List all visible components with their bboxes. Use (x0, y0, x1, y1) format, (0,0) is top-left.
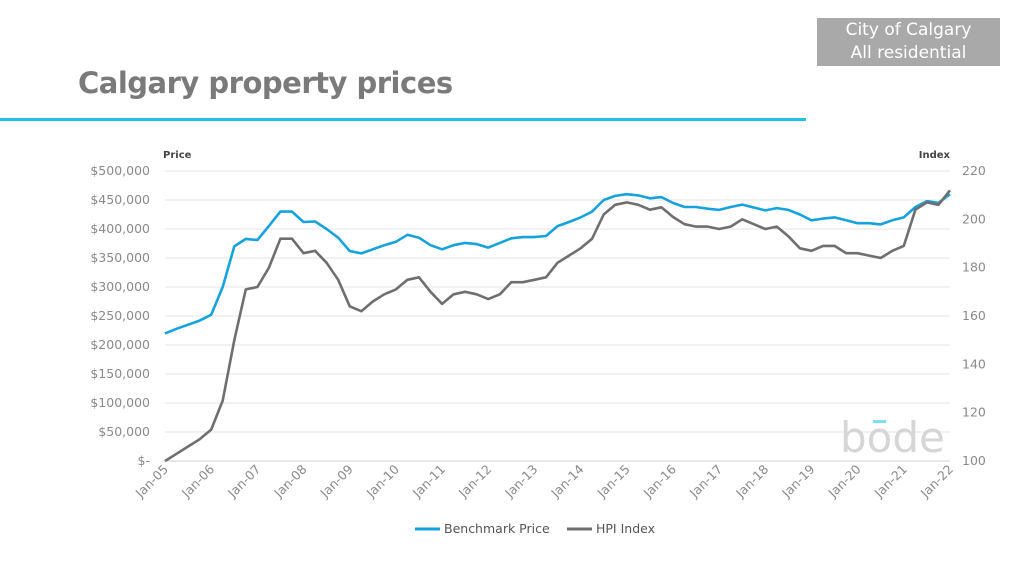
logo-text: bode (840, 413, 945, 462)
y-tick-label: $450,000 (90, 192, 150, 207)
y2-tick-label: 220 (962, 163, 986, 178)
y2-axis-title: Index (919, 150, 951, 161)
y-tick-label: $100,000 (90, 395, 150, 410)
series-line-hpi-index (164, 189, 952, 463)
x-tick-label: Jan-14 (547, 461, 586, 500)
legend-label-benchmark: Benchmark Price (444, 521, 550, 536)
y-tick-label: $250,000 (90, 308, 150, 323)
title-underline (0, 118, 806, 121)
y-tick-label: $500,000 (90, 163, 150, 178)
x-tick-label: Jan-16 (640, 461, 679, 500)
x-tick-label: Jan-10 (363, 461, 402, 500)
y2-tick-label: 200 (962, 211, 986, 226)
y2-tick-label: 180 (962, 260, 986, 275)
logo-accent (873, 420, 886, 423)
y2-tick-label: 140 (962, 356, 986, 371)
x-tick-label: Jan-09 (316, 461, 355, 500)
y2-tick-label: 100 (962, 453, 986, 468)
x-tick-label: Jan-15 (594, 462, 633, 501)
y-tick-label: $150,000 (90, 366, 150, 381)
x-tick-label: Jan-08 (270, 461, 309, 500)
y2-tick-label: 160 (962, 308, 986, 323)
y-tick-label: $350,000 (90, 250, 150, 265)
x-tick-label: Jan-12 (455, 462, 494, 501)
legend-label-hpi: HPI Index (596, 521, 655, 536)
y-tick-label: $400,000 (90, 221, 150, 236)
scope-badge: City of Calgary All residential (817, 18, 1000, 66)
x-tick-label: Jan-11 (409, 462, 448, 501)
page-title: Calgary property prices (78, 66, 453, 100)
y2-tick-label: 120 (962, 405, 986, 420)
x-tick-label: Jan-22 (917, 462, 956, 501)
y-tick-label: $- (138, 453, 150, 468)
x-tick-label: Jan-07 (224, 462, 263, 501)
badge-line-1: City of Calgary (845, 20, 972, 40)
x-tick-label: Jan-13 (501, 462, 540, 501)
y-tick-label: $200,000 (90, 337, 150, 352)
badge-line-2: All residential (850, 43, 967, 63)
x-tick-label: Jan-20 (824, 461, 863, 500)
y-tick-label: $300,000 (90, 279, 150, 294)
legend: Benchmark Price HPI Index (415, 521, 655, 536)
y-axis-title: Price (163, 150, 192, 161)
x-tick-label: Jan-18 (732, 461, 771, 500)
x-tick-label: Jan-17 (686, 462, 725, 501)
series-line-benchmark-price (164, 192, 951, 335)
watermark-logo: bode (840, 413, 945, 462)
x-tick-label: Jan-06 (178, 461, 217, 500)
x-tick-label: Jan-21 (871, 462, 910, 501)
y-tick-label: $50,000 (98, 424, 150, 439)
x-tick-label: Jan-19 (778, 461, 817, 500)
